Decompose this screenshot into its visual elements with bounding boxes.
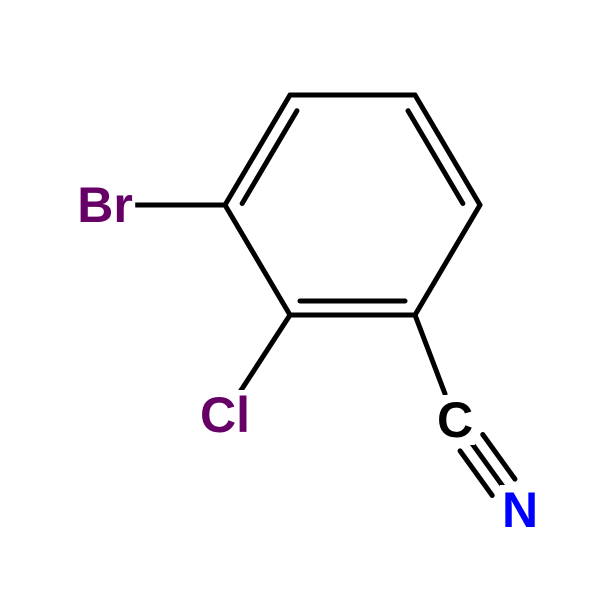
molecule-canvas: Br Cl CN bbox=[0, 0, 600, 600]
atom-Cl: Cl bbox=[198, 390, 252, 440]
atom-Br: Br bbox=[75, 180, 135, 230]
atom-N: N bbox=[500, 485, 540, 535]
atom-C7: C bbox=[435, 395, 475, 445]
